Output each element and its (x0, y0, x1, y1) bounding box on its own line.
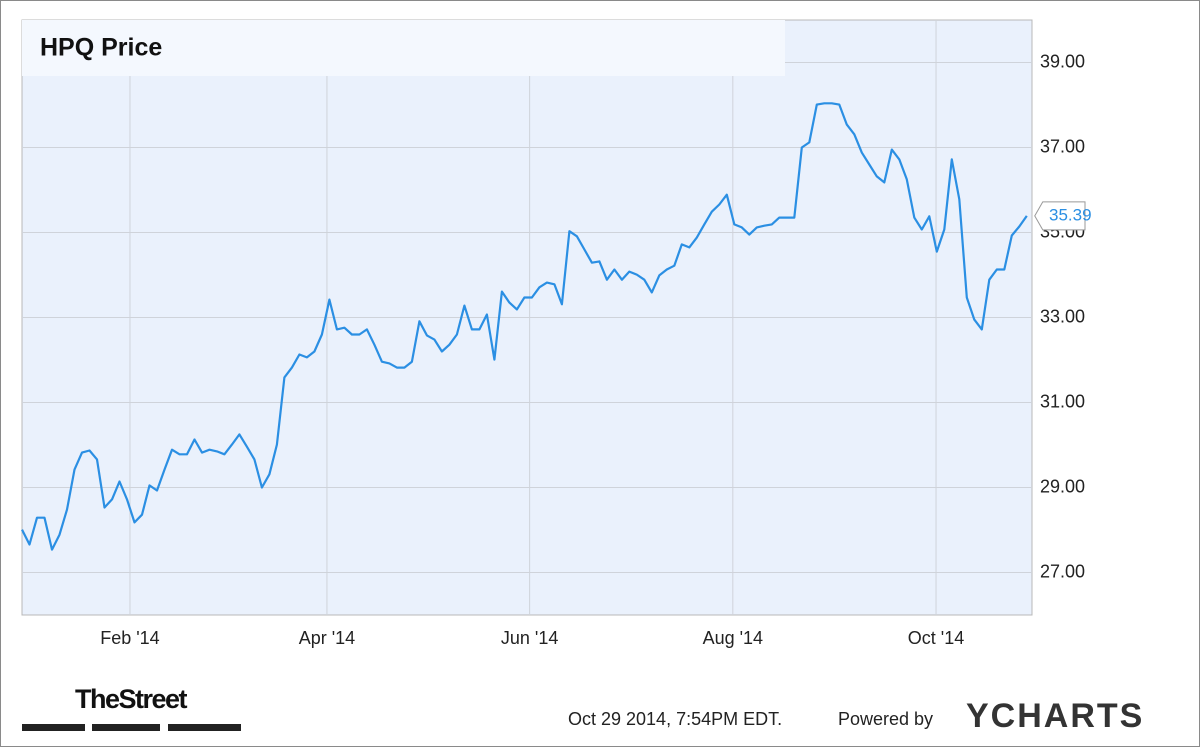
x-tick-label: Apr '14 (299, 628, 355, 648)
y-tick-label: 39.00 (1040, 51, 1085, 71)
logo-bar (92, 724, 160, 731)
timestamp: Oct 29 2014, 7:54PM EDT. (568, 709, 782, 729)
y-tick-label: 33.00 (1040, 306, 1085, 326)
x-tick-label: Aug '14 (703, 628, 764, 648)
logo-bar (168, 724, 241, 731)
source-logo: TheStreet (75, 684, 188, 714)
title-box (22, 20, 785, 76)
powered-by: Powered by (838, 709, 933, 729)
x-tick-label: Jun '14 (501, 628, 558, 648)
grid (22, 20, 1032, 615)
price-line (21, 102, 1028, 551)
logo-bar (22, 724, 85, 731)
value-callout (1034, 201, 1086, 231)
y-tick-label: 29.00 (1040, 476, 1085, 496)
chart-title: HPQ Price (40, 34, 162, 62)
y-tick-label: 31.00 (1040, 391, 1085, 411)
y-tick-label: 27.00 (1040, 561, 1085, 581)
y-tick-label: 37.00 (1040, 136, 1085, 156)
x-tick-label: Oct '14 (908, 628, 964, 648)
brand-logo: YCHARTS (966, 697, 1144, 735)
x-tick-label: Feb '14 (100, 628, 159, 648)
current-value-label: 35.39 (1049, 205, 1092, 224)
